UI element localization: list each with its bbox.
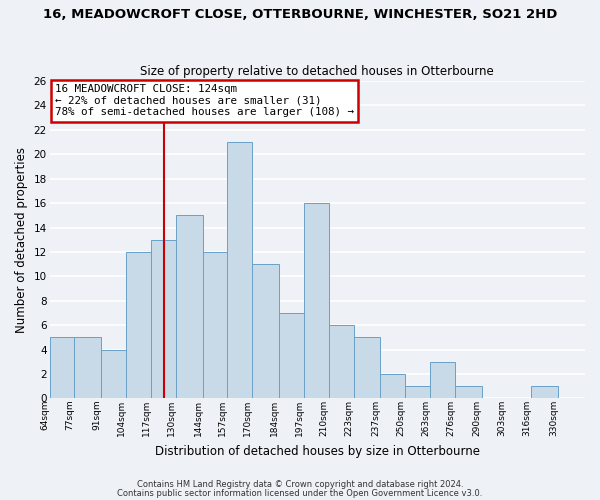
Text: Contains public sector information licensed under the Open Government Licence v3: Contains public sector information licen… [118, 488, 482, 498]
Title: Size of property relative to detached houses in Otterbourne: Size of property relative to detached ho… [140, 66, 494, 78]
Bar [353, 338, 380, 398]
Text: 16, MEADOWCROFT CLOSE, OTTERBOURNE, WINCHESTER, SO21 2HD: 16, MEADOWCROFT CLOSE, OTTERBOURNE, WINC… [43, 8, 557, 20]
Bar [430, 362, 455, 399]
Bar [176, 216, 203, 398]
Bar [329, 325, 353, 398]
Text: Contains HM Land Registry data © Crown copyright and database right 2024.: Contains HM Land Registry data © Crown c… [137, 480, 463, 489]
Bar [74, 338, 101, 398]
X-axis label: Distribution of detached houses by size in Otterbourne: Distribution of detached houses by size … [155, 444, 480, 458]
Bar [532, 386, 558, 398]
Bar [227, 142, 252, 399]
Bar [380, 374, 405, 398]
Bar [405, 386, 430, 398]
Bar [151, 240, 176, 398]
Bar [455, 386, 482, 398]
Bar [126, 252, 151, 398]
Y-axis label: Number of detached properties: Number of detached properties [15, 146, 28, 332]
Bar [50, 338, 74, 398]
Bar [252, 264, 279, 398]
Bar [304, 203, 329, 398]
Text: 16 MEADOWCROFT CLOSE: 124sqm
← 22% of detached houses are smaller (31)
78% of se: 16 MEADOWCROFT CLOSE: 124sqm ← 22% of de… [55, 84, 354, 117]
Bar [279, 313, 304, 398]
Bar [203, 252, 227, 398]
Bar [101, 350, 126, 399]
